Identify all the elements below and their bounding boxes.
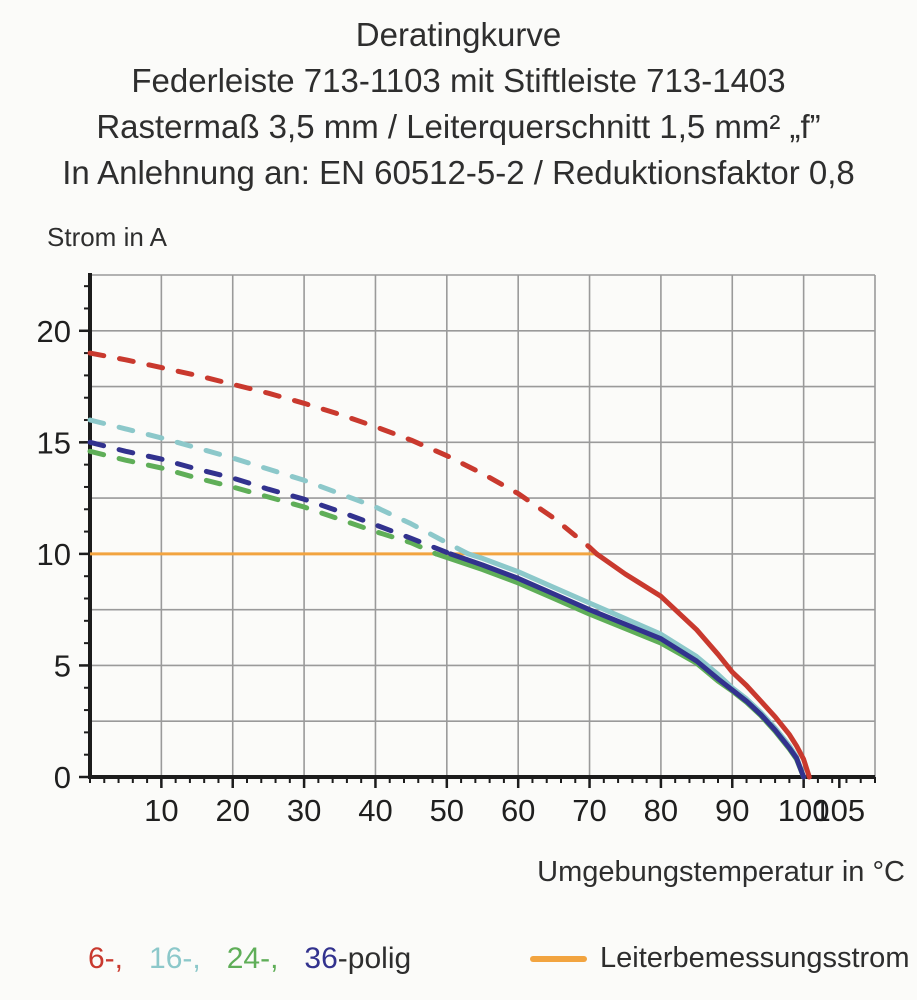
svg-text:50: 50 xyxy=(430,793,464,828)
svg-text:100: 100 xyxy=(778,793,830,828)
legend-item-16polig: 16-, xyxy=(149,942,201,975)
svg-text:0: 0 xyxy=(54,760,71,795)
chart-title-block: Deratingkurve Federleiste 713-1103 mit S… xyxy=(0,12,917,196)
legend-polig-group: 6-, 16-, 24-, 36-polig xyxy=(88,942,411,976)
legend-polig-suffix: -polig xyxy=(337,942,412,975)
svg-text:20: 20 xyxy=(37,314,71,349)
svg-text:30: 30 xyxy=(287,793,321,828)
svg-text:90: 90 xyxy=(715,793,749,828)
title-line-4: In Anlehnung an: EN 60512-5-2 / Reduktio… xyxy=(62,154,855,191)
title-line-1: Deratingkurve xyxy=(355,16,562,53)
legend-reference-group: Leiterbemessungsstrom xyxy=(530,942,909,975)
title-line-3: Rastermaß 3,5 mm / Leiterquerschnitt 1,5… xyxy=(96,108,821,145)
legend-item-36polig-number: 36 xyxy=(304,942,338,975)
x-axis-label: Umgebungstemperatur in °C xyxy=(537,856,905,888)
reference-line-label: Leiterbemessungsstrom xyxy=(600,942,910,974)
legend-item-24polig: 24-, xyxy=(226,942,279,975)
reference-line-swatch xyxy=(530,955,587,962)
svg-text:10: 10 xyxy=(144,793,178,828)
y-axis-label: Strom in A xyxy=(47,222,167,252)
svg-text:5: 5 xyxy=(54,648,71,683)
title-line-2: Federleiste 713-1103 mit Stiftleiste 713… xyxy=(131,62,786,99)
legend-item-6polig: 6-, xyxy=(88,942,124,975)
svg-text:105: 105 xyxy=(813,793,865,828)
svg-text:70: 70 xyxy=(572,793,606,828)
svg-text:80: 80 xyxy=(644,793,678,828)
svg-text:20: 20 xyxy=(215,793,249,828)
svg-text:15: 15 xyxy=(37,425,71,460)
derating-chart: 10 20 30 40 50 60 70 80 90 100 105 0 5 10 15 20 xyxy=(0,253,917,853)
svg-text:60: 60 xyxy=(501,793,535,828)
svg-text:10: 10 xyxy=(37,537,71,572)
svg-text:40: 40 xyxy=(358,793,392,828)
